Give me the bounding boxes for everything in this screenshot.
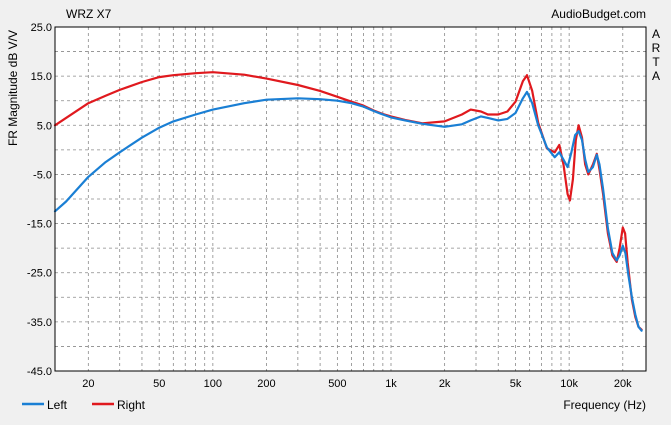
- y-tick-label: -15.0: [27, 219, 52, 231]
- x-tick-label: 2k: [439, 378, 451, 390]
- x-tick-label: 20k: [614, 378, 632, 390]
- x-tick-label: 100: [204, 378, 222, 390]
- y-tick-labels: 25.0 15.0 5.0 -5.0 -15.0 -25.0 -35.0 -45.0: [27, 22, 52, 378]
- plot-border: [54, 26, 647, 372]
- x-tick-label: 20: [82, 378, 94, 390]
- x-tick-label: 1k: [385, 378, 397, 390]
- series-lines: [53, 71, 643, 332]
- y-tick-label: -45.0: [27, 366, 52, 378]
- legend-label-left: Left: [47, 398, 68, 412]
- y-tick-label: 25.0: [31, 22, 52, 34]
- side-label-letter: R: [652, 41, 661, 55]
- x-tick-label: 200: [257, 378, 275, 390]
- side-label-letter: A: [652, 27, 660, 41]
- x-tick-label: 50: [153, 378, 165, 390]
- series-line-left: [53, 90, 643, 332]
- chart-title: WRZ X7: [66, 7, 112, 21]
- y-tick-label: 15.0: [31, 71, 52, 83]
- y-tick-label: 5.0: [37, 120, 52, 132]
- y-tick-label: -25.0: [27, 268, 52, 280]
- x-tick-label: 500: [328, 378, 346, 390]
- y-axis-label: FR Magnitude dB V/V: [6, 30, 20, 146]
- x-tick-label: 5k: [510, 378, 522, 390]
- x-tick-label: 10k: [560, 378, 578, 390]
- side-label-letter: A: [652, 69, 660, 83]
- x-tick-labels: 20 50 100 200 500 1k 2k 5k 10k 20k: [82, 378, 632, 390]
- y-tick-label: -5.0: [33, 169, 52, 181]
- x-axis-label: Frequency (Hz): [563, 398, 646, 412]
- legend: Left Right: [22, 398, 146, 412]
- y-tick-label: -35.0: [27, 317, 52, 329]
- side-label-letter: T: [652, 55, 660, 69]
- legend-label-right: Right: [117, 398, 146, 412]
- watermark: AudioBudget.com: [551, 7, 646, 21]
